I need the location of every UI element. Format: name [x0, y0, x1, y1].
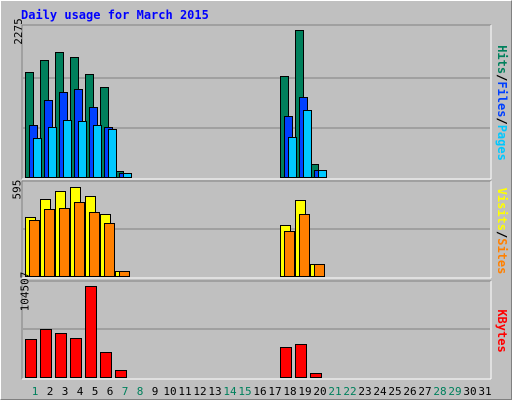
bar-sites-day-19	[299, 214, 310, 277]
bar-pages-day-19	[303, 110, 312, 178]
bar-pages-day-20	[318, 170, 327, 178]
legend-sites: Sites	[495, 238, 509, 275]
legend-hits: Hits	[495, 44, 509, 74]
bar-kbytes-day-6	[100, 352, 112, 378]
bar-pages-day-6	[108, 129, 117, 178]
bar-kbytes-day-1	[25, 339, 37, 378]
x-tick-label: 30	[463, 385, 476, 398]
legend-sep: /	[495, 116, 509, 125]
bar-sites-day-3	[59, 208, 70, 277]
kbytes-max-label: 104507	[18, 271, 32, 312]
x-tick-label: 31	[478, 385, 491, 398]
x-tick-label: 22	[343, 385, 356, 398]
bar-sites-day-5	[89, 212, 100, 277]
bar-kbytes-day-2	[40, 329, 52, 378]
x-tick-label: 23	[358, 385, 371, 398]
bar-sites-day-1	[29, 220, 40, 277]
legend-files: Files	[495, 80, 509, 117]
legend-kbytes: KBytes	[495, 309, 509, 353]
bar-kbytes-day-7	[115, 370, 127, 378]
x-tick-label: 5	[92, 385, 99, 398]
x-tick-label: 26	[403, 385, 416, 398]
bar-sites-day-7	[119, 271, 130, 277]
x-tick-label: 24	[373, 385, 387, 398]
x-tick-label: 9	[152, 385, 159, 398]
x-tick-label: 6	[107, 385, 114, 398]
x-tick-label: 7	[122, 385, 129, 398]
x-tick-label: 11	[178, 385, 191, 398]
x-tick-label: 3	[62, 385, 69, 398]
bar-sites-day-6	[104, 223, 115, 277]
bar-kbytes-day-3	[55, 333, 67, 378]
x-tick-label: 8	[137, 385, 144, 398]
legend-sep: /	[495, 73, 509, 81]
x-tick-label: 20	[313, 385, 326, 398]
x-tick-label: 18	[283, 385, 296, 398]
x-tick-label: 13	[208, 385, 221, 398]
x-tick-label: 17	[268, 385, 281, 398]
bar-sites-day-20	[314, 264, 325, 277]
x-tick-label: 28	[433, 385, 446, 398]
x-tick-label: 25	[388, 385, 401, 398]
bar-pages-day-3	[63, 120, 72, 178]
x-tick-label: 4	[77, 385, 84, 398]
bar-kbytes-day-19	[295, 344, 307, 378]
bar-pages-day-2	[48, 127, 57, 178]
x-tick-label: 12	[193, 385, 206, 398]
x-tick-label: 15	[238, 385, 251, 398]
bar-pages-day-18	[288, 137, 297, 178]
legend-hits-files-pages: Hits/Files/Pages	[494, 25, 510, 180]
x-tick-label: 14	[223, 385, 237, 398]
bar-sites-day-4	[74, 202, 85, 277]
x-tick-label: 19	[298, 385, 311, 398]
x-tick-label: 16	[253, 385, 266, 398]
x-tick-label: 2	[47, 385, 54, 398]
legend-visits: Visits	[495, 187, 509, 231]
chart-title: Daily usage for March 2015	[21, 8, 209, 22]
x-tick-label: 29	[448, 385, 461, 398]
x-tick-label: 1	[32, 385, 39, 398]
x-tick-label: 27	[418, 385, 431, 398]
bar-kbytes-day-5	[85, 286, 97, 378]
bar-pages-day-4	[78, 121, 87, 178]
legend-visits-sites: Visits/Sites	[494, 183, 510, 279]
bar-kbytes-day-18	[280, 347, 292, 378]
bar-pages-day-7	[123, 173, 132, 178]
bar-sites-day-2	[44, 209, 55, 277]
visits-max-label: 595	[10, 179, 24, 200]
x-tick-label: 21	[328, 385, 341, 398]
bar-sites-day-18	[284, 231, 295, 277]
bar-kbytes-day-20	[310, 373, 322, 378]
bar-pages-day-1	[33, 138, 42, 178]
x-tick-label: 10	[163, 385, 176, 398]
legend-sep: /	[495, 231, 509, 239]
bar-pages-day-5	[93, 125, 102, 178]
legend-kbytes: KBytes	[494, 283, 510, 379]
legend-pages: Pages	[495, 124, 509, 161]
hits-max-label: 2275	[11, 18, 25, 45]
bar-kbytes-day-4	[70, 338, 82, 378]
